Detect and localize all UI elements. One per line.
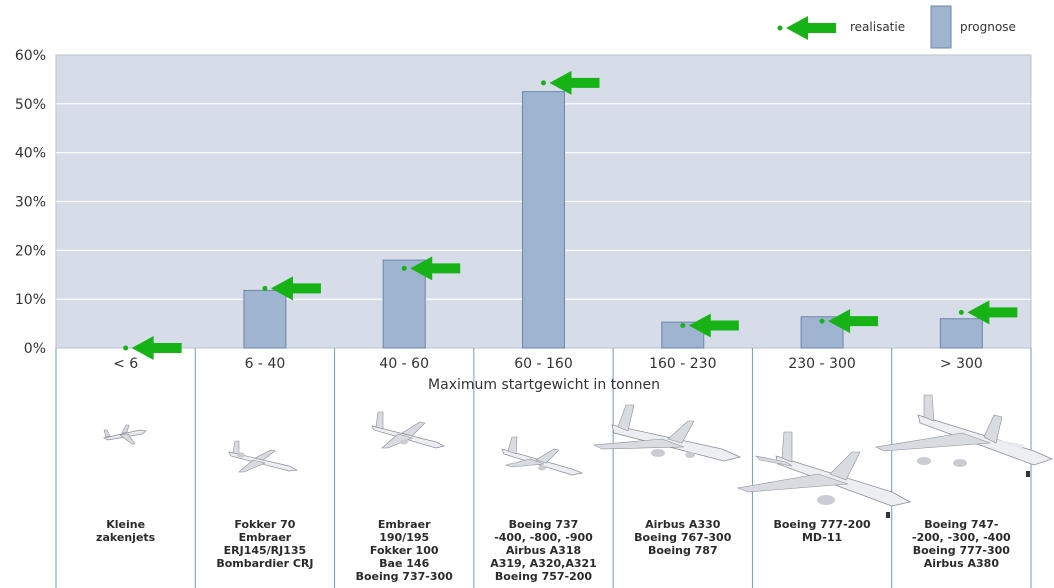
x-tick-label: 160 - 230: [649, 356, 716, 372]
aircraft-caption: Fokker 70 Embraer ERJ145/RJ135 Bombardie…: [216, 518, 314, 570]
aircraft-caption: Kleine zakenjets: [96, 518, 156, 544]
bar-prognose: [522, 91, 565, 349]
y-tick-label: 60%: [15, 48, 46, 64]
realisatie-marker: [680, 313, 739, 338]
x-tick-label: > 300: [940, 356, 983, 372]
widebody-jet-icon: [592, 404, 742, 462]
business-jet-icon: [102, 424, 147, 445]
bar-prognose: [382, 259, 426, 349]
aircraft-caption: Boeing 777-200 MD-11: [773, 518, 871, 544]
y-tick-label: 10%: [15, 292, 46, 308]
x-tick-label: < 6: [113, 356, 138, 372]
x-axis-label: Maximum startgewicht in tonnen: [428, 377, 660, 393]
y-tick-label: 40%: [15, 146, 46, 162]
x-tick-label: 230 - 300: [788, 356, 855, 372]
realisatie-marker: [958, 300, 1018, 325]
y-tick-label: 30%: [15, 195, 46, 211]
x-tick-label: 60 - 160: [514, 356, 573, 372]
aircraft-caption: Boeing 737 -400, -800, -900 Airbus A318 …: [490, 518, 597, 583]
aircraft-caption: Embraer 190/195 Fokker 100 Bae 146 Boein…: [355, 518, 453, 583]
legend-prognose-label: prognose: [960, 20, 1016, 34]
y-tick-label: 0%: [24, 341, 46, 357]
x-tick-label: 6 - 40: [245, 356, 286, 372]
bar-prognose: [939, 318, 983, 349]
large-widebody-jet-icon: [736, 431, 912, 518]
realisatie-marker: [541, 70, 600, 95]
legend-realisatie-label: realisatie: [850, 20, 905, 34]
jumbo-jet-icon: [875, 394, 1054, 477]
legend-prognose-swatch: [930, 5, 952, 49]
x-tick-label: 40 - 60: [379, 356, 429, 372]
realisatie-marker: [401, 256, 461, 281]
y-tick-label: 50%: [15, 97, 46, 113]
realisatie-marker: [123, 336, 182, 360]
aircraft-caption: Boeing 747- -200, -300, -400 Boeing 777-…: [912, 518, 1011, 570]
regional-jet-icon: [228, 440, 299, 473]
y-tick-label: 20%: [15, 243, 46, 259]
legend-realisatie-arrow-icon: [777, 16, 836, 40]
realisatie-marker: [819, 309, 879, 334]
bar-prognose: [243, 289, 287, 349]
narrowbody-jet-icon: [371, 411, 446, 449]
realisatie-marker: [262, 276, 321, 301]
single-aisle-jet-icon: [501, 436, 584, 476]
legend: realisatie prognose: [777, 5, 1016, 49]
aircraft-caption: Airbus A330 Boeing 767-300 Boeing 787: [634, 518, 732, 557]
